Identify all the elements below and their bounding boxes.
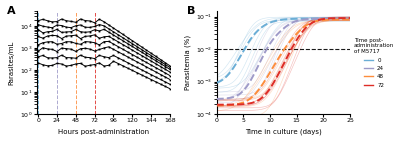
Y-axis label: Parasitemia (%): Parasitemia (%): [184, 35, 191, 90]
Text: A: A: [7, 6, 16, 16]
Y-axis label: Parasites/mL: Parasites/mL: [8, 40, 14, 85]
X-axis label: Time in culture (days): Time in culture (days): [245, 129, 322, 136]
X-axis label: Hours post-administration: Hours post-administration: [58, 129, 149, 135]
Legend: 0, 24, 48, 72: 0, 24, 48, 72: [354, 38, 394, 88]
Text: B: B: [187, 6, 196, 16]
